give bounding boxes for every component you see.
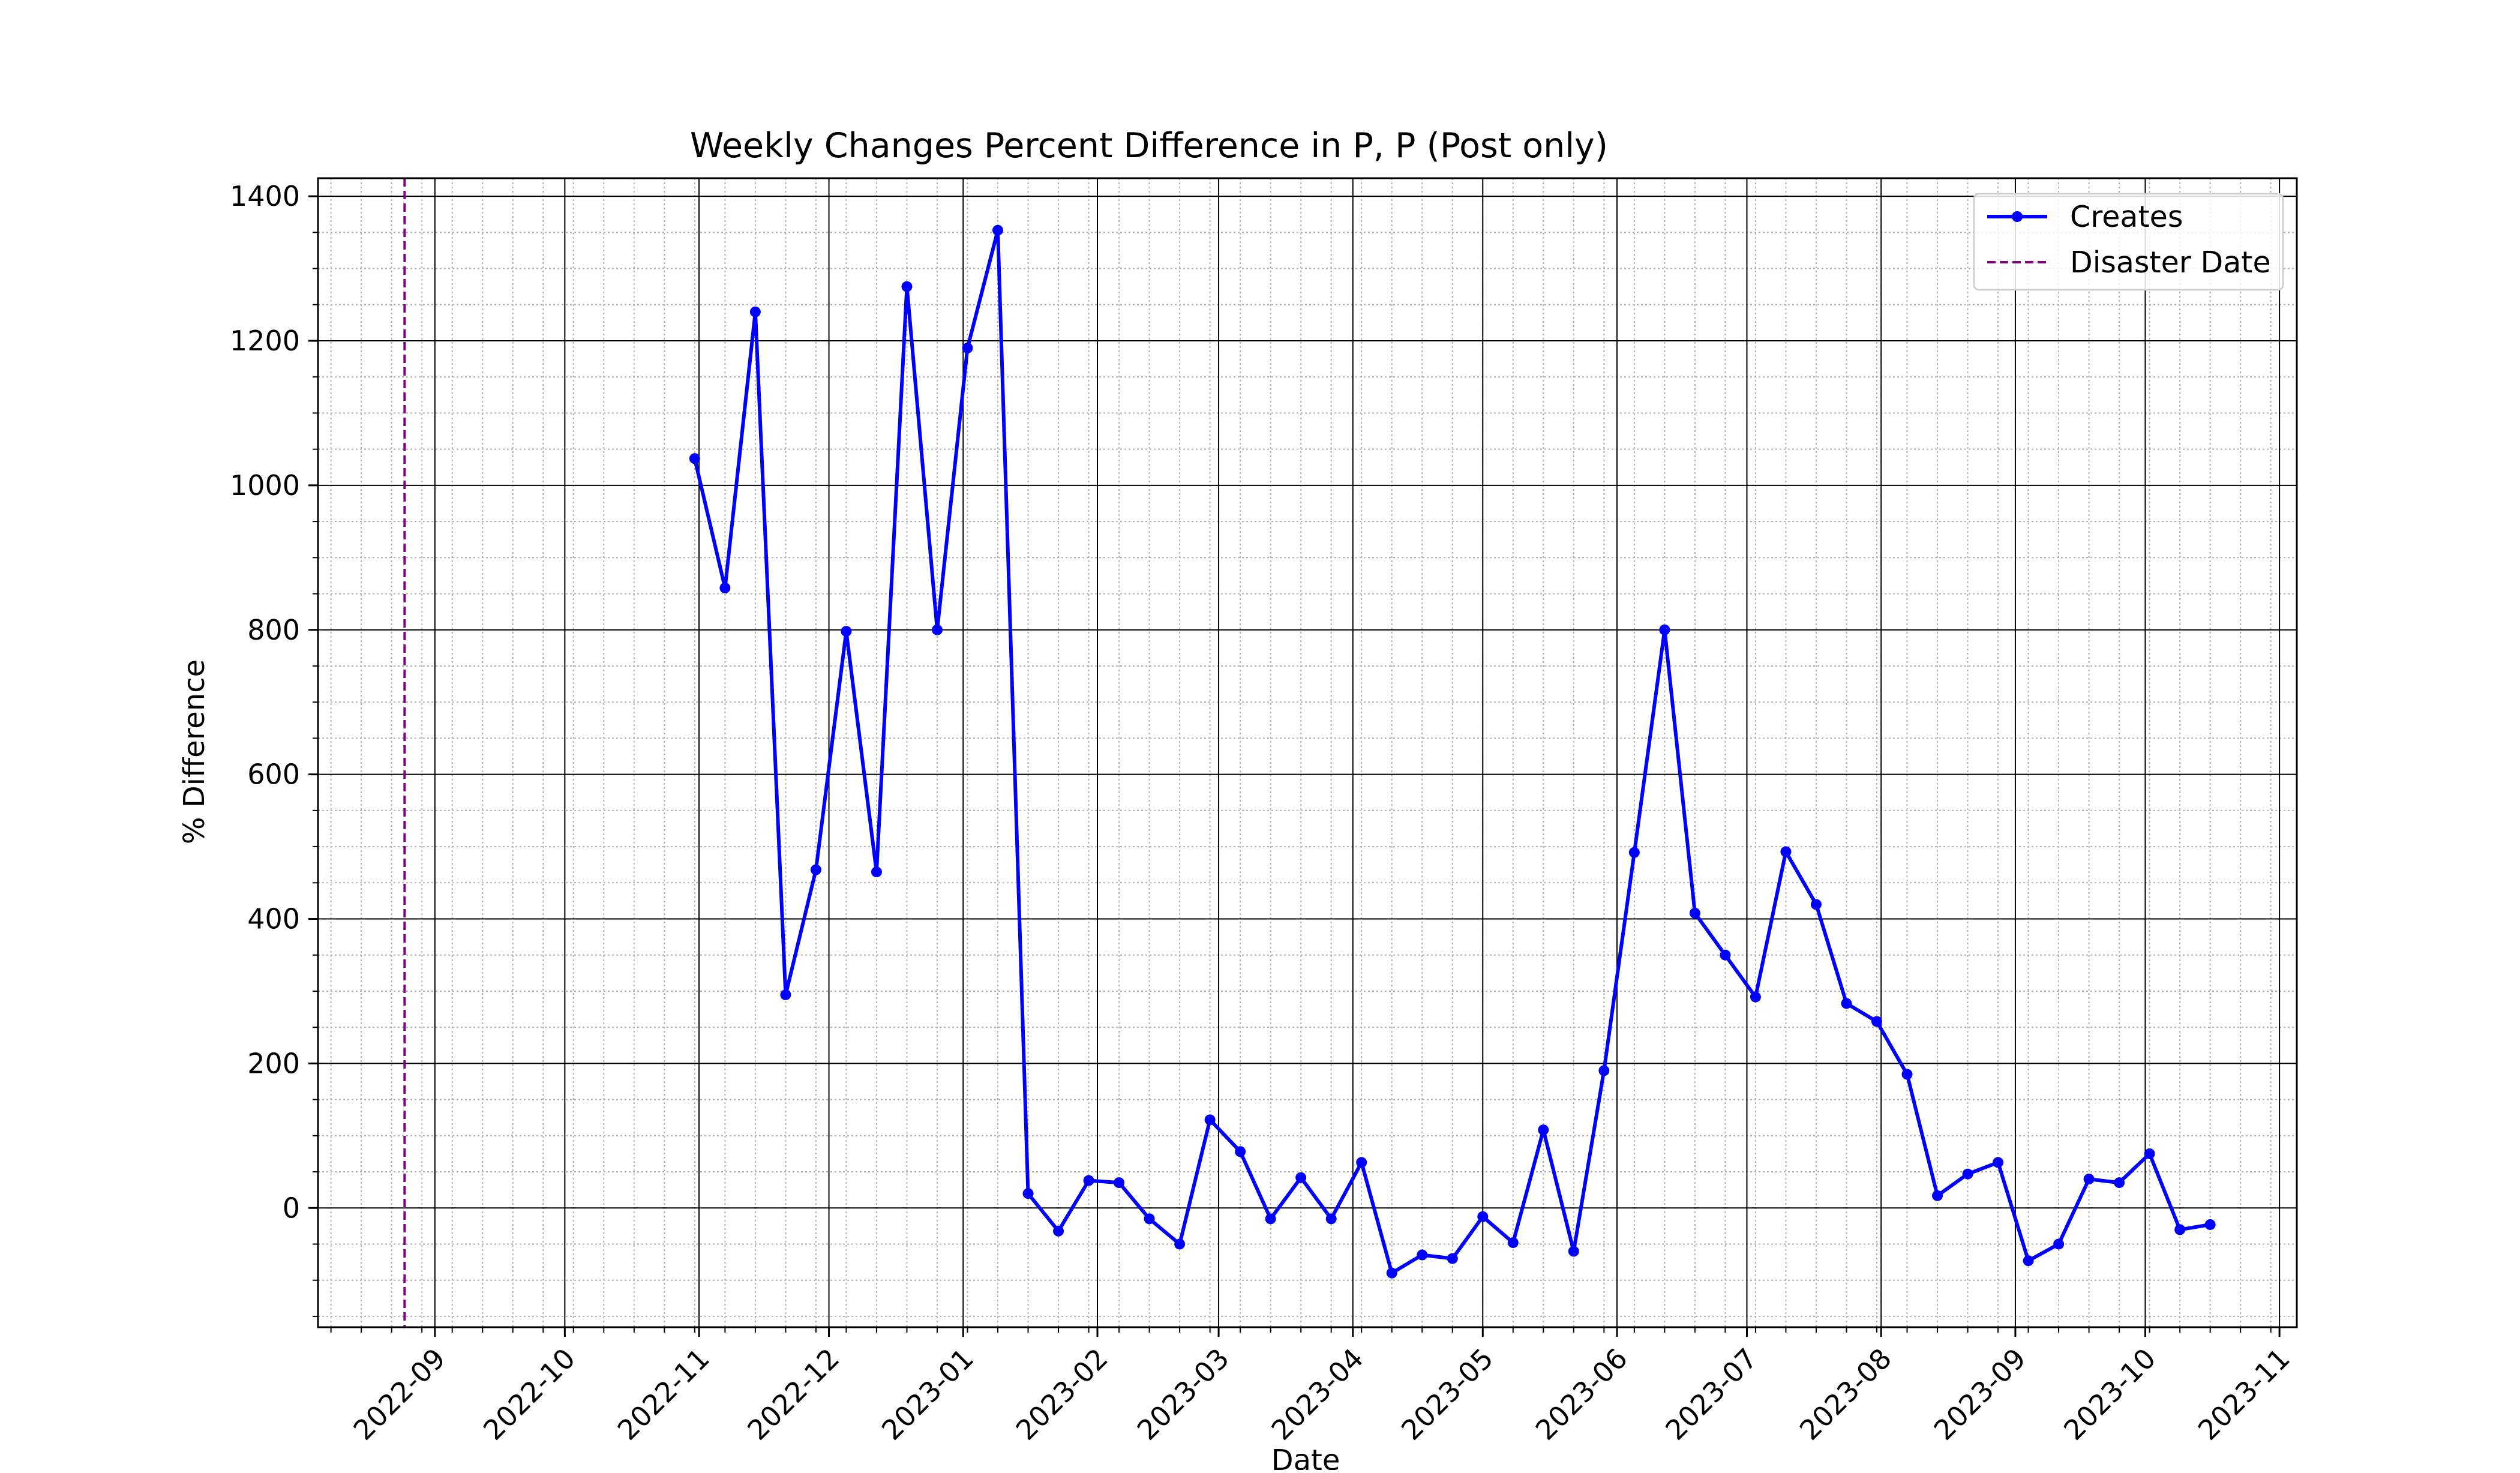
creates-data-point <box>1265 1213 1276 1225</box>
legend-box <box>1973 193 2284 291</box>
creates-data-point <box>1841 998 1852 1009</box>
creates-data-point <box>749 306 761 317</box>
y-axis-label: % Difference <box>178 659 211 844</box>
creates-data-point <box>1417 1249 1428 1261</box>
x-tick-label: 2023-01 <box>875 1342 980 1447</box>
creates-data-point <box>2174 1224 2186 1235</box>
y-tick-label: 400 <box>247 903 300 935</box>
x-tick-label: 2023-03 <box>1131 1342 1235 1447</box>
creates-data-point <box>1598 1065 1610 1076</box>
creates-data-point <box>1962 1168 1973 1180</box>
legend: Creates Disaster Date <box>1973 193 2284 291</box>
creates-data-point <box>1356 1157 1367 1168</box>
x-tick-label: 2022-10 <box>477 1342 581 1447</box>
creates-data-point <box>871 866 882 878</box>
x-tick-label: 2023-05 <box>1395 1342 1499 1447</box>
creates-data-point <box>780 989 791 1000</box>
x-tick-label: 2023-02 <box>1010 1342 1114 1447</box>
creates-data-point <box>1174 1238 1186 1250</box>
creates-data-point <box>2114 1177 2125 1189</box>
creates-data-point <box>1750 991 1761 1003</box>
series-layer <box>689 224 2216 1279</box>
creates-data-point <box>962 343 973 354</box>
creates-data-point <box>1810 899 1822 910</box>
creates-data-point <box>1053 1225 1064 1237</box>
creates-data-point <box>1507 1237 1519 1249</box>
creates-data-point <box>901 281 913 292</box>
creates-data-point <box>810 864 821 875</box>
x-tick-label: 2022-12 <box>741 1342 845 1447</box>
creates-data-point <box>1901 1069 1913 1080</box>
y-tick-label: 1000 <box>230 469 300 502</box>
x-tick-label: 2023-08 <box>1793 1342 1898 1447</box>
creates-data-point <box>1477 1211 1489 1222</box>
x-tick-label: 2022-11 <box>611 1342 716 1447</box>
x-tick-label: 2023-09 <box>1928 1342 2032 1447</box>
x-tick-label: 2022-09 <box>347 1342 452 1447</box>
creates-data-point <box>2053 1238 2065 1250</box>
legend-disaster-date-label: Disaster Date <box>2070 245 2271 280</box>
y-tick-label: 800 <box>247 614 300 646</box>
creates-data-point <box>1083 1175 1094 1186</box>
major-grid <box>318 178 2297 1327</box>
creates-data-point <box>1114 1177 1125 1189</box>
creates-data-point <box>1235 1146 1246 1157</box>
creates-data-point <box>1659 624 1670 635</box>
y-tick-label: 200 <box>247 1047 300 1079</box>
creates-data-point <box>1386 1267 1397 1279</box>
legend-creates-label: Creates <box>2070 200 2183 234</box>
x-tick-label: 2023-11 <box>2192 1342 2296 1447</box>
creates-data-point <box>1780 846 1792 857</box>
creates-data-point <box>1144 1213 1155 1225</box>
minor-grid <box>318 178 2297 1327</box>
y-tick-label: 1200 <box>230 325 300 357</box>
x-tick-label: 2023-06 <box>1529 1342 1634 1447</box>
creates-data-point <box>1204 1114 1216 1126</box>
creates-data-point <box>1447 1253 1458 1264</box>
y-tick-label: 0 <box>283 1192 300 1224</box>
y-tick-label: 1400 <box>230 180 300 212</box>
creates-data-point <box>1628 847 1640 858</box>
creates-data-point <box>841 626 852 637</box>
creates-data-point <box>1325 1213 1337 1225</box>
creates-data-point <box>1871 1016 1882 1027</box>
creates-data-point <box>2204 1219 2216 1230</box>
y-axis: 0 200 400 600 800 1000 1200 1400 <box>230 180 318 1317</box>
legend-creates-marker <box>2012 211 2023 222</box>
x-axis: 2022-09 2022-10 2022-11 2022-12 2023-01 2023-… <box>330 1327 2296 1447</box>
creates-data-point <box>1720 949 1731 961</box>
x-axis-label: Date <box>1271 1444 1340 1470</box>
creates-data-point <box>689 453 700 464</box>
creates-data-point <box>1993 1157 2004 1168</box>
creates-data-point <box>2144 1148 2155 1159</box>
chart-title: Weekly Changes Percent Difference in P, … <box>690 126 1608 166</box>
creates-data-point <box>992 224 1004 236</box>
x-tick-label: 2023-07 <box>1659 1342 1763 1447</box>
creates-data-point <box>1689 907 1700 919</box>
y-tick-label: 600 <box>247 758 300 791</box>
creates-data-point <box>1932 1190 1943 1201</box>
creates-data-point <box>1022 1188 1034 1199</box>
creates-data-point <box>1568 1246 1579 1257</box>
x-tick-label: 2023-10 <box>2057 1342 2162 1447</box>
creates-data-point <box>931 624 943 635</box>
creates-data-point <box>2023 1255 2034 1267</box>
x-tick-label: 2023-04 <box>1265 1342 1369 1447</box>
plot-area-frame <box>317 177 2298 1328</box>
creates-data-point <box>2083 1174 2095 1185</box>
creates-data-point <box>719 582 731 593</box>
creates-data-point <box>1295 1172 1307 1183</box>
creates-data-point <box>1538 1124 1549 1136</box>
